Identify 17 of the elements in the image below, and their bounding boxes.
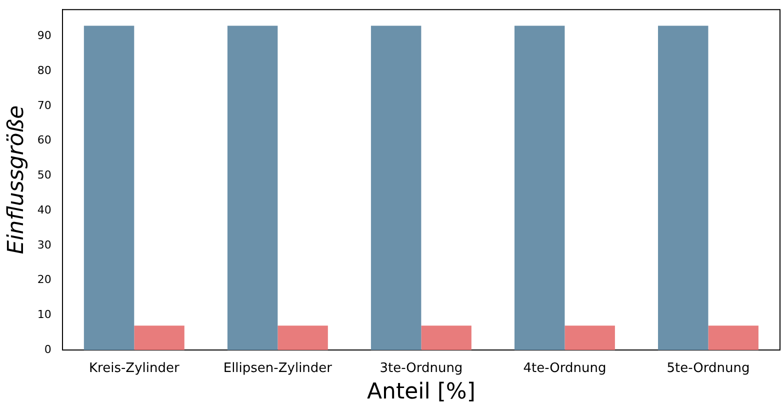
y-tick-label: 50 — [37, 168, 52, 182]
x-tick-label: Kreis-Zylinder — [88, 361, 180, 376]
y-tick-label: 0 — [44, 342, 52, 356]
y-tick-label: 80 — [37, 64, 52, 77]
y-tick-label: 10 — [37, 308, 52, 321]
y-tick-label: 90 — [37, 29, 52, 42]
x-tick-label: Ellipsen-Zylinder — [223, 361, 333, 376]
y-tick-label: 40 — [37, 203, 52, 216]
y-tick-label: 20 — [37, 273, 52, 286]
x-tick-label: 3te-Ordnung — [380, 361, 463, 376]
y-tick-label: 30 — [37, 238, 52, 252]
x-tick-label: 4te-Ordnung — [523, 361, 606, 376]
x-axis-title: Anteil [%] — [366, 380, 476, 405]
y-axis-title: Einflussgröße — [4, 105, 29, 254]
x-tick-label: 5te-Ordnung — [666, 361, 750, 376]
y-tick-label: 70 — [37, 98, 52, 112]
y-tick-label: 60 — [37, 134, 52, 147]
